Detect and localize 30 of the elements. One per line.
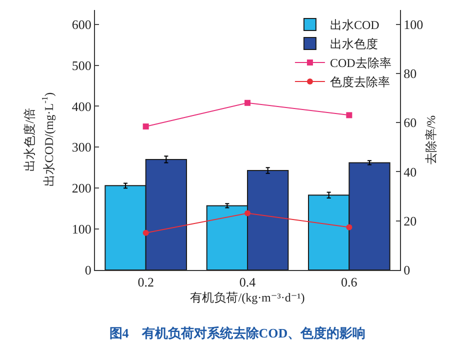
y-tick-label: 0 [84, 262, 92, 278]
y2-tick-label: 40 [404, 164, 417, 180]
point [244, 210, 250, 216]
y-tick-label: 500 [72, 58, 92, 73]
y2-tick-label: 20 [404, 213, 417, 228]
point [346, 112, 352, 118]
x-tick-label: 0.4 [239, 274, 256, 290]
legend-label: COD去除率 [330, 56, 392, 70]
y-tick-label: 600 [72, 16, 92, 32]
y-tick-label: 400 [72, 98, 92, 114]
x-tick-label: 0.6 [341, 274, 358, 290]
point [142, 123, 149, 130]
legend-label: 出水色度 [330, 37, 378, 52]
y2-axis-title: 去除率/% [424, 115, 438, 165]
y2-tick-label: 0 [404, 262, 410, 278]
y-tick-label: 100 [72, 222, 92, 237]
point [244, 100, 250, 106]
text: 图4 有机负荷对系统去除COD、色度的影响 [109, 326, 366, 341]
point [142, 230, 149, 236]
x-tick-label: 0.2 [138, 274, 154, 290]
legend-label: 色度去除率 [330, 75, 390, 90]
y2-tick-label: 100 [404, 16, 424, 32]
x-axis-title: 有机负荷/(kg·m⁻³·d⁻¹) [190, 290, 305, 304]
y2-tick-label: 60 [404, 115, 417, 130]
legend-label: 出水COD [330, 18, 380, 32]
y-tick-label: 300 [72, 140, 92, 155]
y2-tick-label: 80 [404, 66, 417, 81]
y-tick-label: 200 [72, 180, 92, 196]
text: 出水色度/倍 [22, 108, 36, 172]
point [346, 224, 352, 230]
